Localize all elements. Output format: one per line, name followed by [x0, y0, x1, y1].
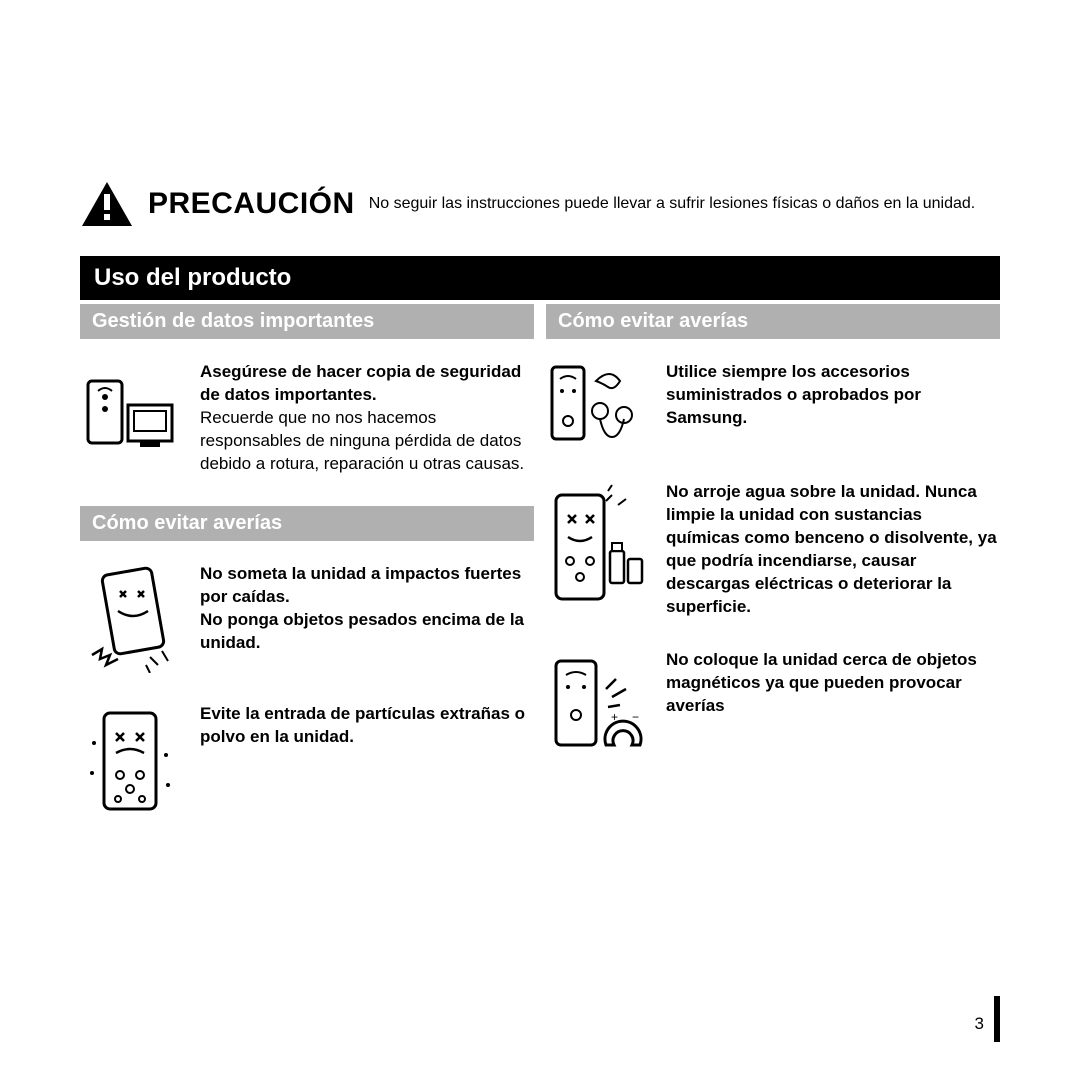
- right-column: Cómo evitar averías Utilice s: [540, 304, 1000, 853]
- item-magnet-bold: No coloque la unidad cerca de objetos ma…: [666, 649, 1000, 718]
- left-column: Gestión de datos importantes Asegúrese d…: [80, 304, 540, 853]
- item-impact-bold: No someta la unidad a impactos fuertes p…: [200, 563, 534, 655]
- left-subheading-1: Gestión de datos importantes: [80, 304, 534, 339]
- section-title: Uso del producto: [80, 256, 1000, 300]
- item-backup-text: Asegúrese de hacer copia de seguridad de…: [200, 361, 534, 476]
- item-backup-body: Recuerde que no nos hacemos responsables…: [200, 407, 534, 476]
- content-columns: Gestión de datos importantes Asegúrese d…: [80, 304, 1000, 853]
- item-accessories-text: Utilice siempre los accesorios suministr…: [666, 361, 1000, 430]
- water-icon: [546, 481, 646, 611]
- page-number: 3: [975, 1014, 984, 1034]
- item-water: No arroje agua sobre la unidad. Nunca li…: [546, 481, 1000, 619]
- item-accessories-bold: Utilice siempre los accesorios suministr…: [666, 361, 1000, 430]
- warning-icon: [80, 180, 134, 228]
- left-subheading-2: Cómo evitar averías: [80, 506, 534, 541]
- item-dust: Evite la entrada de partículas extrañas …: [80, 703, 534, 823]
- item-backup-bold: Asegúrese de hacer copia de seguridad de…: [200, 361, 534, 407]
- item-water-bold: No arroje agua sobre la unidad. Nunca li…: [666, 481, 1000, 619]
- footer-rule: [994, 996, 1000, 1042]
- item-dust-bold: Evite la entrada de partículas extrañas …: [200, 703, 534, 749]
- right-subheading-1: Cómo evitar averías: [546, 304, 1000, 339]
- item-impact-text: No someta la unidad a impactos fuertes p…: [200, 563, 534, 655]
- item-magnet-text: No coloque la unidad cerca de objetos ma…: [666, 649, 1000, 718]
- item-water-text: No arroje agua sobre la unidad. Nunca li…: [666, 481, 1000, 619]
- dust-icon: [80, 703, 180, 823]
- impact-icon: [80, 563, 180, 673]
- svg-text:+: +: [611, 710, 618, 724]
- item-dust-text: Evite la entrada de partículas extrañas …: [200, 703, 534, 749]
- accessories-icon: [546, 361, 646, 451]
- item-backup: Asegúrese de hacer copia de seguridad de…: [80, 361, 534, 476]
- item-magnet: + − No coloque la unidad cerca de objeto…: [546, 649, 1000, 769]
- item-accessories: Utilice siempre los accesorios suministr…: [546, 361, 1000, 451]
- caution-header: PRECAUCIÓN No seguir las instrucciones p…: [80, 180, 1000, 228]
- svg-text:−: −: [632, 710, 639, 724]
- backup-icon: [80, 361, 180, 461]
- manual-page: PRECAUCIÓN No seguir las instrucciones p…: [0, 0, 1080, 1080]
- caution-subtitle: No seguir las instrucciones puede llevar…: [369, 195, 976, 213]
- caution-title: PRECAUCIÓN: [148, 187, 355, 221]
- item-impact: No someta la unidad a impactos fuertes p…: [80, 563, 534, 673]
- magnet-icon: + −: [546, 649, 646, 769]
